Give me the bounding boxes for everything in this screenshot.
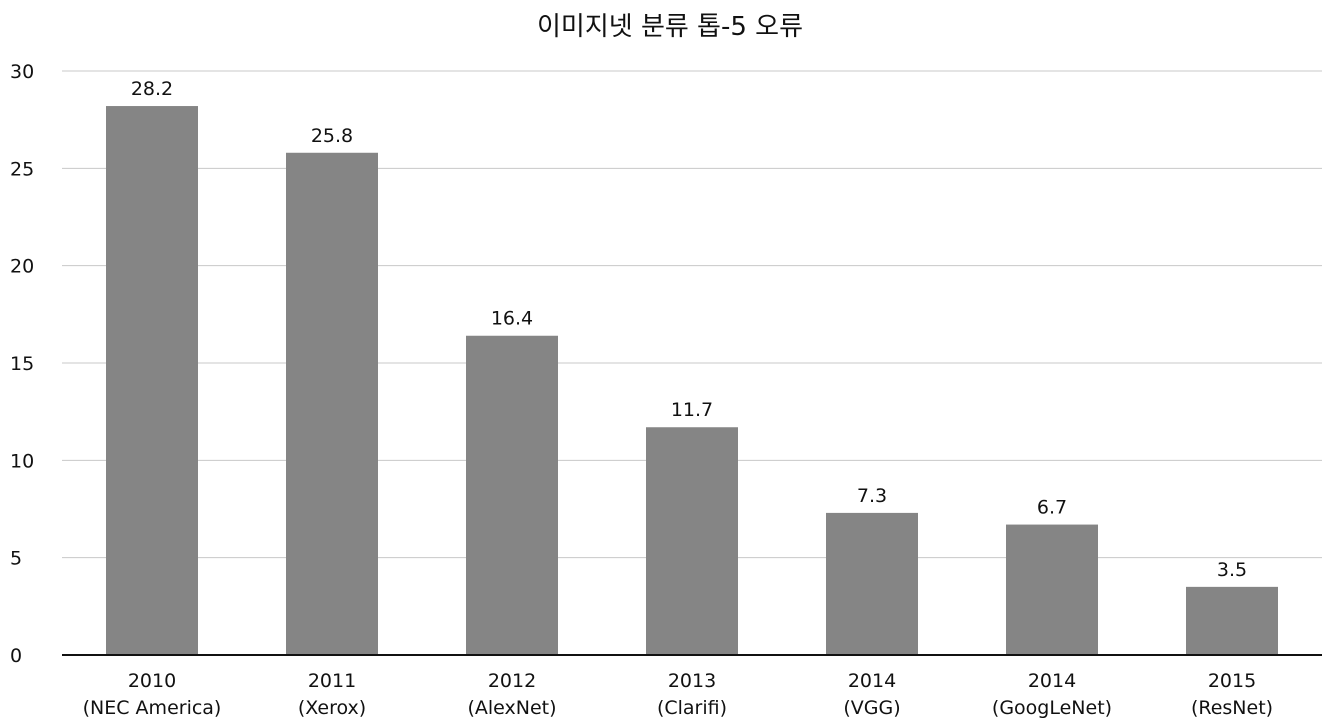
x-tick-label-model: (NEC America): [83, 697, 222, 719]
data-label: 11.7: [671, 399, 713, 421]
bar: [1006, 524, 1098, 655]
y-tick-label: 25: [10, 158, 34, 180]
chart-title: 이미지넷 분류 톱-5 오류: [537, 12, 803, 42]
x-tick-label-model: (Xerox): [298, 697, 366, 719]
y-tick-label: 15: [10, 353, 34, 375]
bar: [646, 427, 738, 655]
data-label: 16.4: [491, 308, 533, 330]
bar: [466, 335, 558, 655]
bar: [106, 106, 198, 656]
y-tick-label: 5: [10, 548, 22, 570]
bar: [286, 152, 378, 655]
data-label: 6.7: [1037, 497, 1067, 519]
x-tick-label-year: 2013: [668, 670, 716, 692]
x-tick-label-year: 2014: [1028, 670, 1076, 692]
y-tick-label: 10: [10, 450, 34, 472]
y-tick-label: 30: [10, 61, 34, 83]
data-label: 3.5: [1217, 559, 1247, 581]
x-tick-label-year: 2015: [1208, 670, 1256, 692]
x-tick-label-model: (AlexNet): [467, 697, 556, 719]
x-tick-label-year: 2010: [128, 670, 176, 692]
x-tick-label-year: 2014: [848, 670, 896, 692]
x-tick-label-model: (ResNet): [1191, 697, 1273, 719]
bar: [826, 512, 918, 655]
x-tick-label-year: 2012: [488, 670, 536, 692]
bar: [1186, 586, 1278, 655]
x-tick-label-model: (Clarifi): [657, 697, 727, 719]
data-label: 7.3: [857, 485, 887, 507]
x-tick-label-model: (VGG): [843, 697, 900, 719]
x-tick-label-model: (GoogLeNet): [992, 697, 1112, 719]
data-label: 25.8: [311, 125, 353, 147]
y-tick-label: 20: [10, 256, 34, 278]
y-tick-label: 0: [10, 645, 22, 667]
x-tick-label-year: 2011: [308, 670, 356, 692]
data-label: 28.2: [131, 78, 173, 100]
